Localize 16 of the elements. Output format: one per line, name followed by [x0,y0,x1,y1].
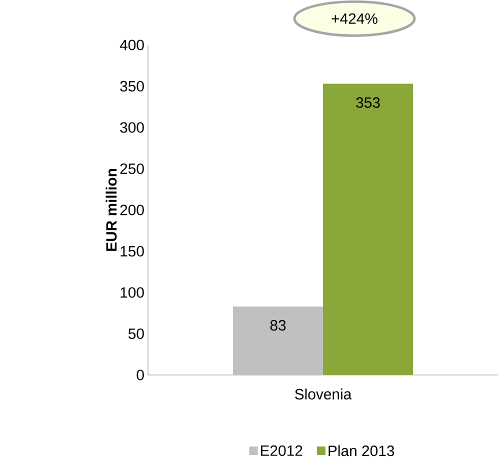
x-tick-label: Slovenia [295,388,352,400]
legend-label: Plan 2013 [328,445,394,456]
y-tick-label: 300 [120,122,144,133]
y-tick-label: 200 [120,204,144,216]
text: +424% [332,13,378,24]
y-tick-label: 0 [136,370,144,380]
data-label: 353 [356,97,380,108]
y-axis-title: EUR million [106,168,117,251]
y-tick-label: 150 [120,246,144,257]
data-label: 83 [270,320,286,331]
y-tick-label: 400 [120,40,144,50]
y-tick-label: 100 [120,287,144,298]
y-tick-label: 350 [120,80,144,92]
legend-label: E2012 [260,445,302,456]
y-tick-label: 50 [128,328,144,340]
y-tick-label: 250 [120,163,144,174]
